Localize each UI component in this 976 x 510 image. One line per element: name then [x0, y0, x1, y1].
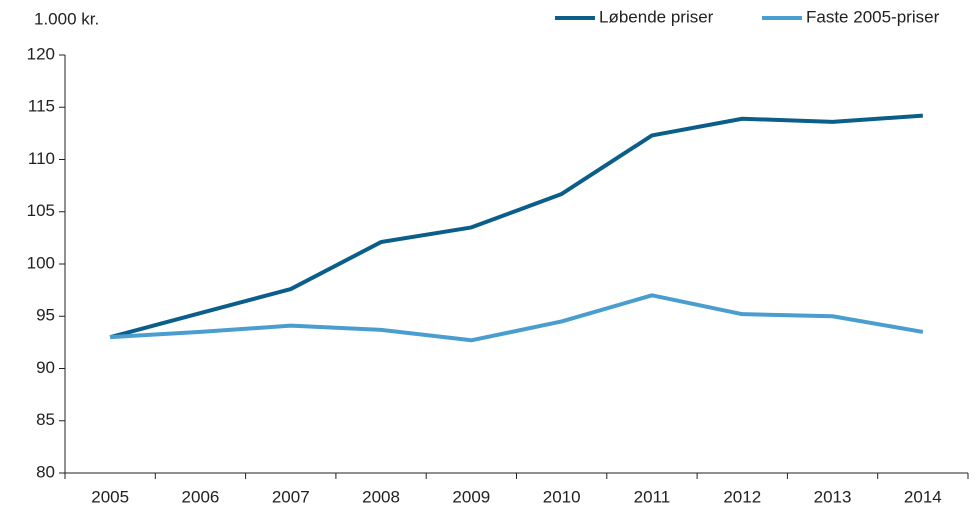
x-tick-label: 2014: [904, 487, 942, 506]
x-tick-label: 2010: [543, 487, 581, 506]
legend-label: Løbende priser: [599, 7, 714, 26]
y-tick-label: 90: [36, 358, 55, 377]
series-line: [110, 293, 924, 343]
y-tick-label: 120: [27, 44, 55, 63]
x-tick-label: 2013: [814, 487, 852, 506]
y-tick-label: 105: [27, 201, 55, 220]
y-tick-label: 100: [27, 253, 55, 272]
y-tick-label: 115: [28, 97, 55, 116]
x-tick-label: 2012: [723, 487, 761, 506]
y-tick-label: 80: [36, 462, 55, 481]
x-tick-label: 2007: [272, 487, 310, 506]
y-tick-label: 95: [36, 306, 55, 325]
y-tick-label: 85: [36, 410, 55, 429]
legend-label: Faste 2005-priser: [806, 7, 940, 26]
x-tick-label: 2008: [362, 487, 400, 506]
y-tick-label: 110: [28, 149, 55, 168]
x-tick-label: 2005: [91, 487, 129, 506]
x-tick-label: 2009: [452, 487, 490, 506]
x-tick-label: 2006: [182, 487, 220, 506]
series-line: [109, 113, 923, 340]
x-tick-label: 2011: [634, 487, 671, 506]
y-axis-label: 1.000 kr.: [34, 9, 99, 28]
